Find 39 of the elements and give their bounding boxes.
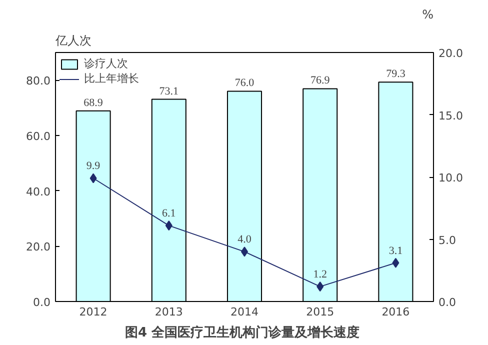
text: 15.0 bbox=[438, 109, 463, 122]
point bbox=[392, 258, 400, 268]
text: 20.0 bbox=[26, 240, 51, 254]
bar bbox=[76, 110, 111, 302]
data-label: 73.1 bbox=[159, 85, 179, 98]
text: 5.0 bbox=[438, 234, 456, 247]
bar bbox=[151, 98, 186, 302]
data-label: 6.1 bbox=[162, 208, 176, 220]
data-label: 3.1 bbox=[388, 244, 403, 257]
bar bbox=[302, 88, 338, 302]
data-label: 9.9 bbox=[86, 160, 101, 172]
legend-label: 诊疗人次 bbox=[84, 56, 128, 71]
legend-label: 比上年增长 bbox=[84, 71, 139, 86]
text: 80.0 bbox=[26, 74, 51, 88]
text: 20.0 bbox=[438, 47, 463, 60]
y-axis-title: 亿人次 bbox=[54, 34, 92, 48]
data-label: 1.2 bbox=[313, 268, 327, 281]
x-tick-label: 2016 bbox=[382, 306, 410, 318]
text: 0.0 bbox=[33, 296, 51, 309]
point bbox=[90, 173, 97, 184]
data-label: 4.0 bbox=[238, 234, 252, 246]
x-tick-label: 2015 bbox=[306, 306, 334, 318]
x-tick-label: 2012 bbox=[79, 306, 108, 318]
data-label: 68.9 bbox=[84, 96, 104, 109]
text: 图4 全国医疗卫生机构门诊量及增长速度 bbox=[124, 324, 360, 340]
text: 10.0 bbox=[438, 172, 463, 184]
bar bbox=[226, 90, 262, 302]
point bbox=[316, 282, 324, 292]
data-label: 79.3 bbox=[386, 68, 406, 80]
text: 40.0 bbox=[26, 185, 51, 198]
text: 60.0 bbox=[26, 130, 51, 143]
bar bbox=[378, 82, 414, 302]
x-tick-label: 2013 bbox=[154, 306, 183, 318]
x-tick-label: 2014 bbox=[230, 306, 259, 318]
data-label: 76.0 bbox=[234, 77, 255, 90]
point bbox=[165, 220, 172, 231]
text: 0.0 bbox=[438, 296, 456, 309]
data-label: 76.9 bbox=[310, 74, 330, 87]
y2-axis-title: % bbox=[422, 8, 434, 22]
